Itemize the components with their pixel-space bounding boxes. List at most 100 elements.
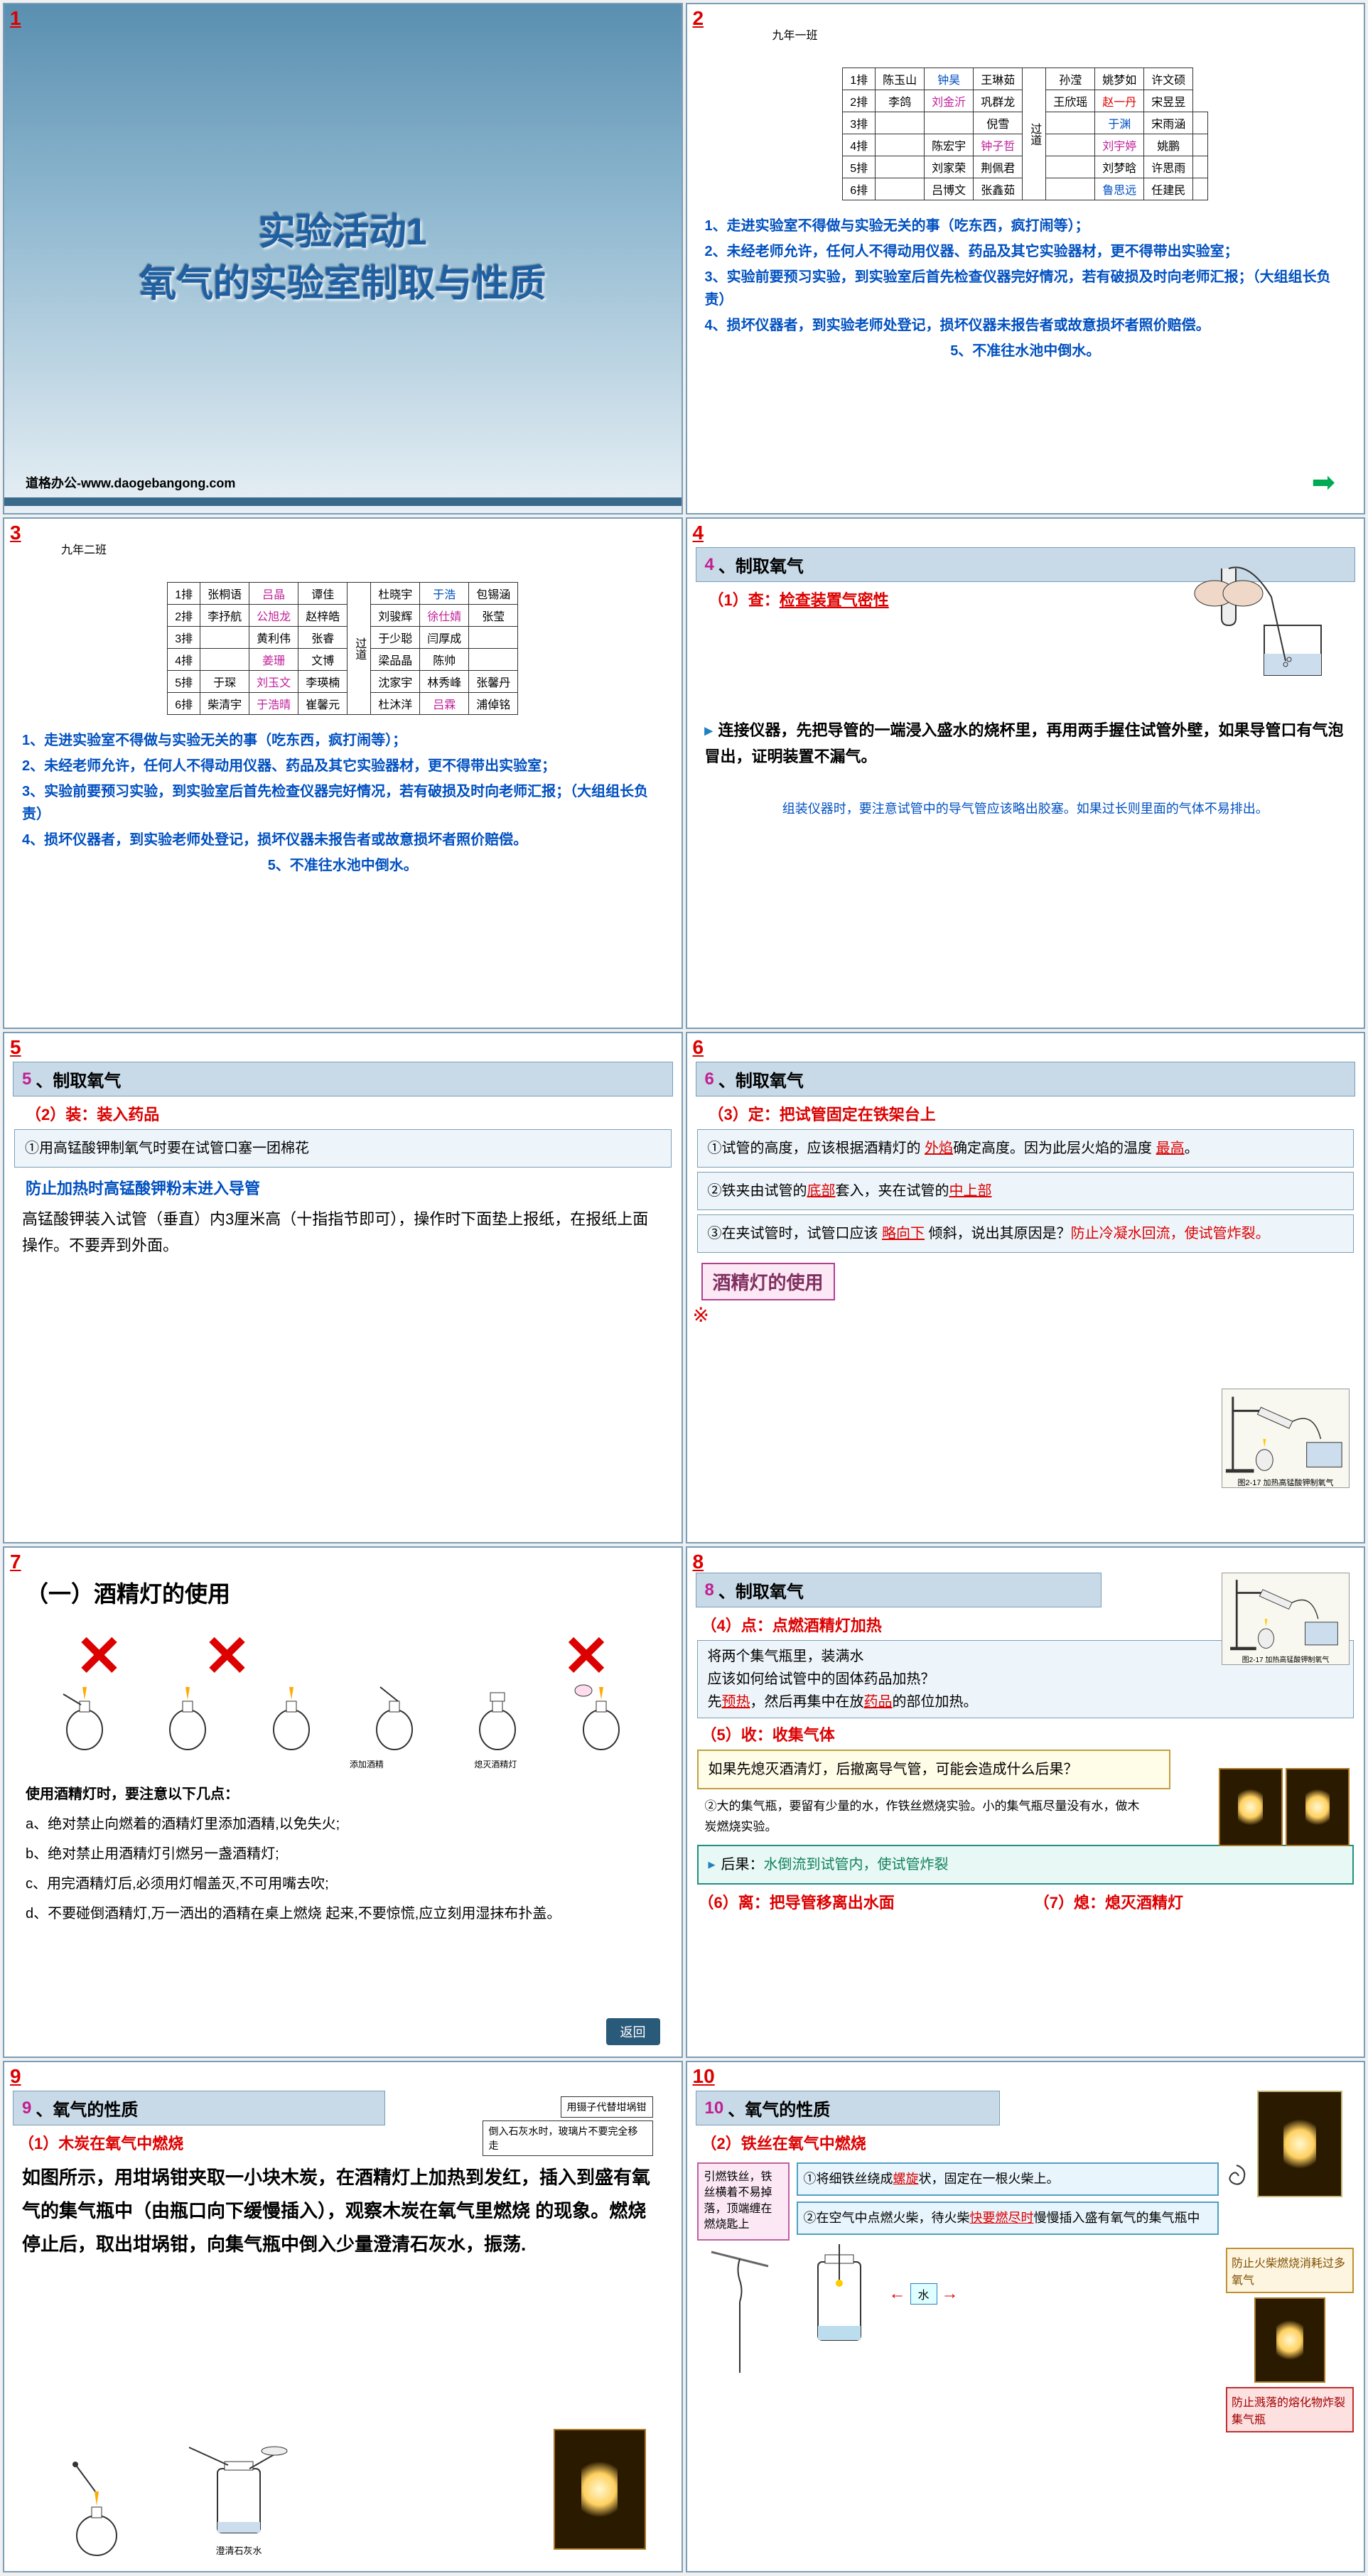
bottom-row: ← 水 → <box>797 2241 1219 2347</box>
tag-box: 引燃铁丝，铁丝横着不易掉落，顶端缠在燃烧匙上 <box>697 2162 790 2241</box>
blank-1: 外焰 <box>925 1141 953 1156</box>
rule-3: 3、实验前要预习实验，到实验室后首先检查仪器完好情况，若有破损及时向老师汇报；（… <box>22 780 664 826</box>
question-box: 如果先熄灭酒清灯，后撤离导气管，可能会造成什么后果？ <box>697 1750 1171 1789</box>
arrow-icon: ← <box>889 2284 906 2304</box>
combustion-image <box>554 2429 646 2550</box>
footer-bar <box>4 497 682 506</box>
rule-1: 1、走进实验室不得做与实验无关的事（吃东西，疯打闹等）； <box>22 729 664 752</box>
seating-table-1: 1排陈玉山钟昊王琳茹过道孙滢姚梦如许文硕2排李鸽刘金沂巩群龙王欣瑶赵一丹宋昱昱3… <box>842 68 1208 200</box>
slide-9: 9 9 、氧气的性质 用镊子代替坩埚钳 倒入石灰水时，玻璃片不要完全移走 （1）… <box>3 2061 683 2572</box>
step-label: （1）查： <box>709 591 780 609</box>
bottle-diagram <box>797 2241 882 2347</box>
step-1-box: ①将细铁丝绕成螺旋状，固定在一根火柴上。 <box>797 2162 1219 2196</box>
iron-burning-image <box>1257 2091 1342 2197</box>
lamp-diagram <box>61 2457 132 2557</box>
next-arrow-icon[interactable]: ➡ <box>1311 466 1335 499</box>
slide-number: 8 <box>693 1551 704 1573</box>
bottom-diagrams: 澄清石灰水 <box>61 2440 303 2557</box>
rule-4: 4、损坏仪器者，到实验老师处登记，损坏仪器未报告者或故意损坏者照价赔偿。 <box>22 829 664 851</box>
section-number: 8 <box>705 1580 714 1600</box>
point-c: c、用完酒精灯后,必须用灯帽盖灭,不可用嘴去吹; <box>26 1871 660 1897</box>
slide-grid: 1 实验活动1 氧气的实验室制取与性质 道格办公-www.daogebangon… <box>0 0 1368 2575</box>
star-icon: ※ <box>693 1303 709 1327</box>
section-header: 10 、氧气的性质 <box>696 2091 1001 2125</box>
return-button[interactable]: 返回 <box>606 2018 660 2045</box>
bottle-caption: 澄清石灰水 <box>175 2543 303 2557</box>
rule-2: 2、未经老师允许，任何人不得动用仪器、药品及其它实验器材，更不得带出实验室； <box>22 755 664 777</box>
rule-2: 2、未经老师允许，任何人不得动用仪器、药品及其它实验器材，更不得带出实验室； <box>705 240 1347 263</box>
figure-caption: 图2-17 加热高锰酸钾制氧气 <box>1222 1654 1349 1664</box>
lamp-icon <box>263 1666 320 1751</box>
tip-box-1: 用镊子代替坩埚钳 <box>561 2096 653 2118</box>
water-arrow: ← 水 → <box>889 2283 959 2305</box>
section-title: 、制取氧气 <box>718 552 804 577</box>
lamp-icon <box>366 1666 423 1751</box>
intro: 使用酒精灯时，要注意以下几点： <box>26 1782 660 1807</box>
caption: 熄灭酒精灯 <box>474 1758 517 1770</box>
apparatus-diagram: 图2-17 加热高锰酸钾制氧气 <box>1222 1573 1350 1665</box>
section-title: 、氧气的性质 <box>728 2096 830 2120</box>
slide-4: 4 4 、制取氧气 （1）查：检查装置气密性 ▸连接仪器，先把导管的一端浸入盛水… <box>686 517 1366 1029</box>
body-text: 如图所示，用坩埚钳夹取一小块木炭，在酒精灯上加热到发红，插入到盛有氧气的集气瓶中… <box>4 2158 682 2263</box>
bottle-diagram: 澄清石灰水 <box>175 2440 303 2557</box>
slide-7: 7 （一）酒精灯的使用 ✕ ✕ ✕ 添加酒精 熄灭酒精灯 使用酒精灯时，要注意以… <box>3 1546 683 2058</box>
instruction-list: 使用酒精灯时，要注意以下几点： a、绝对禁止向燃着的酒精灯里添加酒精,以免失火;… <box>4 1770 682 1938</box>
result-box: ▸后果：水倒流到试管内，使试管炸裂 <box>697 1845 1354 1885</box>
line-2: 应该如何给试管中的固体药品加热？ 先预热，然后再集中在放药品的部位加热。 <box>708 1668 1344 1713</box>
slide-1: 1 实验活动1 氧气的实验室制取与性质 道格办公-www.daogebangon… <box>3 3 683 514</box>
point-2-box: ②铁夹由试管的底部套入，夹在试管的中上部 <box>697 1172 1354 1210</box>
body-text: ▸连接仪器，先把导管的一端浸入盛水的烧杯里，再用两手握住试管外壁，如果导管口有气… <box>687 714 1364 773</box>
slide-number: 9 <box>10 2065 21 2088</box>
slide-number: 10 <box>693 2065 715 2088</box>
section-number: 9 <box>22 2098 31 2118</box>
slide-number: 7 <box>10 1551 21 1573</box>
combustion-image <box>1219 1768 1283 1846</box>
cross-icon: ✕ <box>75 1623 123 1689</box>
blank-5: 略向下 <box>882 1226 925 1241</box>
step-title: （3）定：把试管固定在铁架台上 <box>709 1102 1350 1125</box>
right-column: 防止火柴燃烧消耗过多氧气 防止溅落的熔化物炸裂集气瓶 <box>1226 2162 1354 2432</box>
combustion-image <box>1286 1768 1350 1846</box>
rules-list: 1、走进实验室不得做与实验无关的事（吃东西，疯打闹等）； 2、未经老师允许，任何… <box>4 721 682 885</box>
class-label: 九年二班 <box>61 540 682 557</box>
slide-5: 5 5 、制取氧气 （2）装：装入药品 ①用高锰酸钾制氧气时要在试管口塞一团棉花… <box>3 1032 683 1543</box>
point-1-box: ①试管的高度，应该根据酒精灯的 外焰确定高度。因为此层火焰的温度 最高。 <box>697 1129 1354 1168</box>
instruction-text: 连接仪器，先把导管的一端浸入盛水的烧杯里，再用两手握住试管外壁，如果导管口有气泡… <box>705 721 1344 765</box>
rule-5: 5、不准往水池中倒水。 <box>22 854 664 877</box>
section-header: 6 、制取氧气 <box>696 1062 1356 1096</box>
slide-number: 4 <box>693 522 704 544</box>
lamp-captions: 添加酒精 熄灭酒精灯 <box>4 1758 682 1770</box>
answer: 防止冷凝水回流，使试管炸裂。 <box>1071 1226 1270 1241</box>
lamp-diagrams: ✕ ✕ ✕ <box>4 1616 682 1758</box>
point-3-box: ③在夹试管时，试管口应该 略向下 倾斜，说出其原因是？防止冷凝水回流，使试管炸裂… <box>697 1214 1354 1253</box>
rule-4: 4、损坏仪器者，到实验老师处登记，损坏仪器未报告者或故意损坏者照价赔偿。 <box>705 314 1347 337</box>
wire-diagram <box>697 2245 782 2387</box>
slide-number: 2 <box>693 7 704 30</box>
class-label: 九年一班 <box>772 26 1364 43</box>
slide-3: 3 九年二班 1排张桐语吕晶谭佳过道杜晓宇于浩包锡涵2排李抒航公旭龙赵梓皓刘骏辉… <box>3 517 683 1029</box>
footer-text: 道格办公-www.daogebangong.com <box>26 473 235 492</box>
result-label: 后果： <box>721 1857 764 1872</box>
cross-icon: ✕ <box>203 1623 251 1689</box>
step-6: （6）离：把导管移离出水面 <box>699 1890 1017 1913</box>
lamp-icon <box>469 1666 526 1751</box>
test-tube-diagram <box>1179 554 1335 682</box>
section-title: 、制取氧气 <box>718 1067 804 1092</box>
blank-2: 最高 <box>1156 1141 1185 1156</box>
rule-5: 5、不准往水池中倒水。 <box>705 340 1347 362</box>
rule-3: 3、实验前要预习实验，到实验室后首先检查仪器完好情况，若有破损及时向老师汇报；（… <box>705 266 1347 311</box>
slide-8: 8 8 、制取氧气 图2-17 加热高锰酸钾制氧气 （4）点：点燃酒精灯加热 将… <box>686 1546 1366 2058</box>
section-header: 9 、氧气的性质 <box>13 2091 385 2125</box>
bullet-icon: ▸ <box>705 721 713 739</box>
seating-table-2: 1排张桐语吕晶谭佳过道杜晓宇于浩包锡涵2排李抒航公旭龙赵梓皓刘骏辉徐仕婧张莹3排… <box>167 582 518 715</box>
combustion-image <box>1254 2297 1325 2383</box>
apparatus-diagram: 图2-17 加热高锰酸钾制氧气 <box>1222 1389 1350 1488</box>
body-text: 高锰酸钾装入试管（垂直）内3厘米高（十指指节即可），操作时下面垫上报纸，在报纸上… <box>4 1203 682 1262</box>
info-box: ①用高锰酸钾制氧气时要在试管口塞一团棉花 <box>14 1129 672 1168</box>
middle-column: ①将细铁丝绕成螺旋状，固定在一根火柴上。 ②在空气中点燃火柴，待火柴快要燃尽时慢… <box>797 2162 1219 2432</box>
alcohol-lamp-link[interactable]: 酒精灯的使用 <box>701 1263 835 1300</box>
step-title: （2）装：装入药品 <box>26 1102 667 1125</box>
danger-box: 防止溅落的熔化物炸裂集气瓶 <box>1226 2387 1354 2432</box>
bullet-icon: ▸ <box>709 1857 716 1872</box>
slide-number: 6 <box>693 1036 704 1059</box>
